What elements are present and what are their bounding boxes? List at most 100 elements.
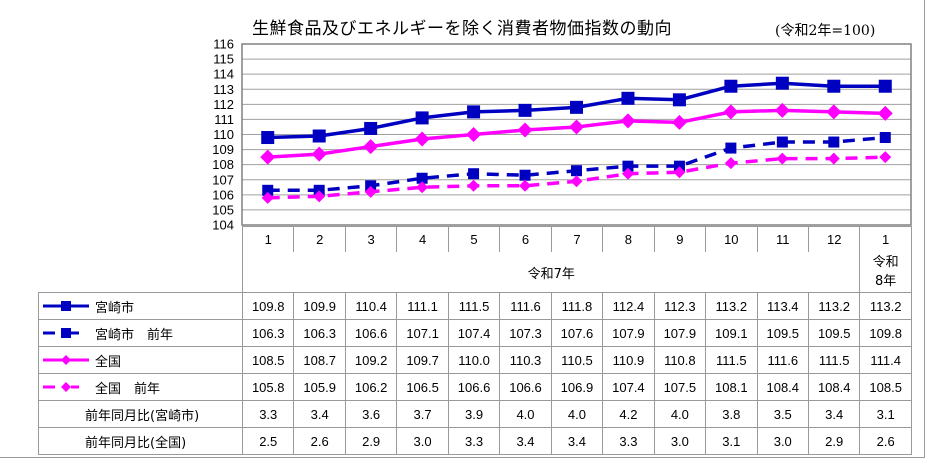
month-label: 12 xyxy=(807,226,861,252)
table-cell: 3.9 xyxy=(447,400,501,428)
data-point-marker xyxy=(364,185,377,198)
table-row: 全国 108.5 108.7 109.2 109.7 110.0 110.3 110.5 110… xyxy=(38,346,912,374)
data-point-marker xyxy=(725,142,737,154)
y-tick-label: 113 xyxy=(213,82,234,97)
y-tick-label: 115 xyxy=(213,52,234,67)
table-cell: 110.0 xyxy=(447,346,501,374)
table-cell: 110.3 xyxy=(499,346,552,374)
table-cell: 106.3 xyxy=(293,319,346,347)
table-cell: 3.3 xyxy=(447,427,501,455)
table-cell: 106.6 xyxy=(344,319,398,347)
data-point-marker xyxy=(776,136,788,148)
year-label-line2: 8年 xyxy=(875,274,897,289)
table-row: 宮崎市 109.8 109.9 110.4 111.1 111.5 111.6 111.8 11… xyxy=(38,292,912,320)
table-cell: 107.9 xyxy=(653,319,707,347)
data-point-marker xyxy=(312,129,326,143)
data-point-marker xyxy=(877,105,893,121)
table-cell: 111.8 xyxy=(550,292,604,320)
table-cell: 109.2 xyxy=(344,346,398,374)
table-cell: 111.6 xyxy=(499,292,552,320)
unit-note: (令和2年=100) xyxy=(775,23,876,39)
table-cell: 105.9 xyxy=(293,373,346,401)
data-point-marker xyxy=(518,103,532,117)
data-point-marker xyxy=(723,104,739,120)
table-cell: 107.9 xyxy=(602,319,655,347)
table-cell: 4.2 xyxy=(602,400,655,428)
table-cell: 105.8 xyxy=(241,373,295,401)
table-cell: 107.6 xyxy=(550,319,604,347)
table-cell: 108.4 xyxy=(807,373,861,401)
data-point-marker xyxy=(467,179,480,192)
table-cell: 2.9 xyxy=(344,427,398,455)
table-cell: 106.3 xyxy=(241,319,295,347)
table-cell: 2.6 xyxy=(293,427,346,455)
table-cell: 111.5 xyxy=(447,292,501,320)
table-cell: 110.9 xyxy=(602,346,655,374)
legend-diamond-marker-icon xyxy=(43,354,89,366)
month-label: 9 xyxy=(653,226,707,252)
month-label: 1 xyxy=(241,226,295,252)
data-point-marker xyxy=(724,79,738,93)
data-point-marker xyxy=(364,121,378,135)
table-cell: 112.4 xyxy=(602,292,655,320)
table-cell: 110.4 xyxy=(344,292,398,320)
month-label: 10 xyxy=(705,226,758,252)
data-point-marker xyxy=(313,190,326,203)
table-cell: 3.0 xyxy=(396,427,449,455)
y-tick-label: 111 xyxy=(214,112,234,127)
data-point-marker xyxy=(621,167,634,180)
data-point-marker xyxy=(827,152,840,165)
data-point-marker xyxy=(672,93,686,107)
table-cell: 4.0 xyxy=(550,400,604,428)
table-cell: 2.6 xyxy=(859,427,912,455)
table-cell: 3.8 xyxy=(705,400,758,428)
y-tick-label: 109 xyxy=(212,142,234,157)
y-tick-label: 112 xyxy=(213,97,234,112)
data-point-marker xyxy=(517,122,533,138)
table-cell: 109.9 xyxy=(293,292,346,320)
month-label: 2 xyxy=(293,226,346,252)
series-name: 全国 xyxy=(95,354,122,370)
row-label: 前年同月比(全国) xyxy=(38,427,243,455)
table-row: 前年同月比(宮崎市) 3.3 3.4 3.6 3.7 3.9 4.0 4.0 4.2 4.0 3.8… xyxy=(38,400,912,428)
data-point-marker xyxy=(621,91,635,105)
table-cell: 111.5 xyxy=(705,346,758,374)
table-cell: 108.7 xyxy=(293,346,346,374)
table-cell: 4.0 xyxy=(499,400,552,428)
chart-frame xyxy=(0,0,925,458)
series-name: 宮崎市 xyxy=(95,300,135,316)
data-point-marker xyxy=(467,105,481,119)
data-point-marker xyxy=(260,149,276,165)
table-cell: 110.8 xyxy=(653,346,707,374)
month-label: 6 xyxy=(499,226,552,252)
year-label: 令和7年 xyxy=(241,252,861,293)
table-cell: 111.1 xyxy=(396,292,449,320)
y-tick-label: 114 xyxy=(213,67,234,82)
row-label: 前年同月比(宮崎市) xyxy=(38,400,243,428)
table-cell: 2.9 xyxy=(807,427,861,455)
table-row: 宮崎市 前年 106.3 106.3 106.6 107.1 107.4 107.3 107.… xyxy=(38,319,912,347)
row-label: 宮崎市 xyxy=(38,292,243,320)
legend-square-marker-icon xyxy=(43,300,89,312)
table-cell: 107.4 xyxy=(602,373,655,401)
data-point-marker xyxy=(622,160,634,172)
data-point-marker xyxy=(671,114,687,130)
data-point-marker xyxy=(826,104,842,120)
data-point-marker xyxy=(261,191,274,204)
table-cell: 108.1 xyxy=(705,373,758,401)
y-tick-label: 116 xyxy=(213,37,234,52)
y-tick-label: 108 xyxy=(212,157,234,172)
table-cell: 111.5 xyxy=(807,346,861,374)
legend-diamond-marker-icon xyxy=(43,381,89,393)
table-cell: 3.1 xyxy=(859,400,912,428)
table-cell: 113.4 xyxy=(756,292,809,320)
table-cell: 4.0 xyxy=(653,400,707,428)
y-tick-label: 107 xyxy=(212,172,234,187)
data-point-marker xyxy=(569,119,584,135)
plot-area xyxy=(241,43,912,226)
table-cell: 111.4 xyxy=(859,346,912,374)
month-label: 3 xyxy=(344,226,398,252)
table-cell: 106.6 xyxy=(447,373,501,401)
row-label: 宮崎市 前年 xyxy=(38,319,243,347)
table-cell: 3.3 xyxy=(602,427,655,455)
